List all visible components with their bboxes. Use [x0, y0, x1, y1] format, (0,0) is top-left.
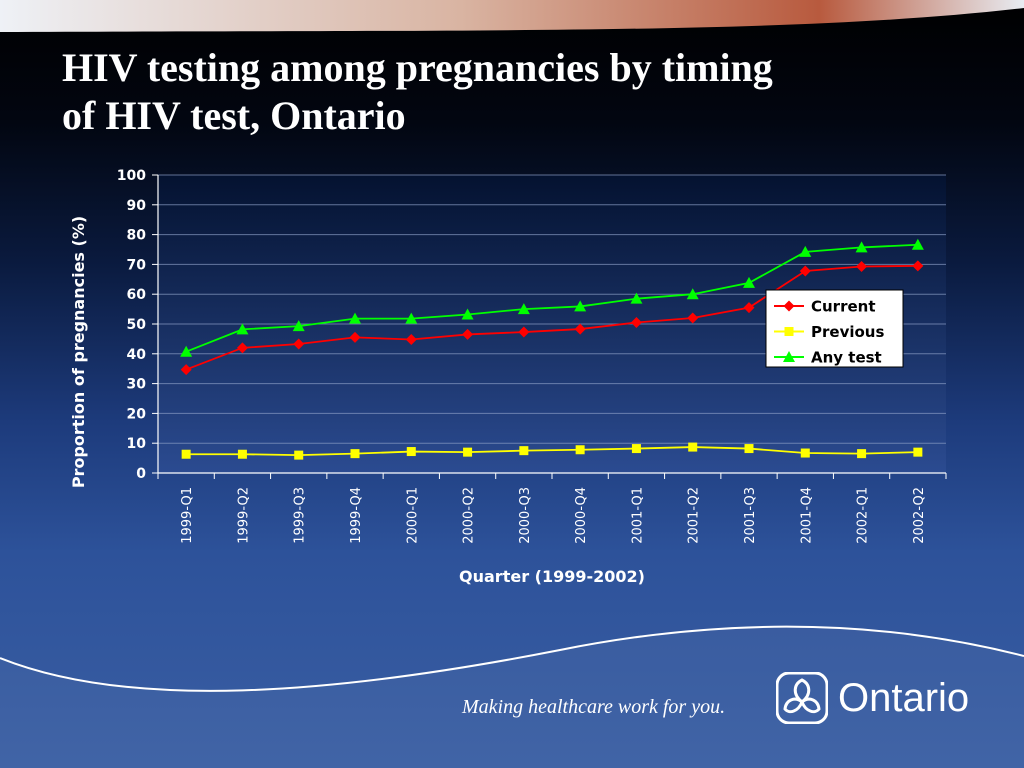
legend: Current Previous Any test [765, 289, 904, 368]
legend-label-any-test: Any test [811, 349, 882, 367]
data-point-any-test [292, 320, 305, 332]
data-point-any-test [686, 288, 699, 300]
data-point-any-test [180, 345, 193, 357]
data-point-previous [631, 444, 641, 454]
trillium-icon [776, 672, 828, 724]
data-point-previous [913, 447, 923, 457]
data-point-current [630, 317, 642, 329]
data-point-current [687, 312, 699, 324]
y-tick-label: 50 [127, 317, 147, 333]
data-point-any-test [349, 312, 361, 324]
data-point-previous [406, 447, 416, 457]
y-tick-label: 100 [117, 168, 146, 184]
title-line-2: of HIV test, Ontario [62, 93, 406, 138]
data-point-any-test [911, 238, 924, 250]
x-tick-label: 2002-Q1 [856, 487, 871, 544]
title-line-1: HIV testing among pregnancies by timing [62, 45, 773, 90]
y-tick-label: 10 [127, 436, 147, 452]
legend-label-previous: Previous [811, 323, 884, 341]
y-tick-label: 60 [127, 287, 147, 303]
x-tick-label: 1999-Q1 [180, 487, 195, 544]
y-tick-label: 0 [136, 466, 146, 482]
legend-label-current: Current [811, 298, 876, 316]
legend-marker-previous [784, 327, 794, 336]
data-point-current [912, 260, 924, 272]
series-line-previous [186, 446, 918, 457]
line-chart: 0 10 20 30 40 50 60 70 80 90 100 1999-Q1 1999-Q2 1999… [69, 168, 946, 586]
data-point-current [236, 342, 248, 354]
data-point-previous [744, 444, 754, 454]
x-tick-label: 1999-Q4 [349, 487, 364, 544]
data-point-any-test [517, 303, 530, 315]
data-point-current [293, 338, 305, 350]
series-line-any-test [185, 243, 918, 353]
series-line-current [185, 264, 918, 371]
data-point-current [856, 260, 868, 272]
x-tick-label: 2000-Q3 [518, 487, 533, 544]
x-tick-label: 2001-Q2 [687, 487, 702, 544]
x-tick-label: 2000-Q4 [574, 487, 589, 544]
data-point-previous [463, 447, 473, 457]
y-tick-label: 90 [127, 198, 147, 214]
data-point-current [743, 302, 755, 314]
x-tick-label: 2000-Q2 [462, 487, 477, 544]
x-tick-label: 2001-Q3 [743, 487, 758, 544]
y-tick-label: 70 [127, 257, 147, 273]
x-axis-label: Quarter (1999-2002) [459, 567, 645, 586]
tagline: Making healthcare work for you. [462, 696, 726, 718]
data-point-previous [350, 449, 360, 459]
x-tick-label: 2000-Q1 [405, 487, 420, 544]
data-point-previous [575, 445, 585, 455]
data-point-previous [857, 449, 867, 459]
footer-wave [0, 625, 1024, 768]
y-tick-label: 30 [127, 377, 147, 393]
x-tick-label: 1999-Q2 [236, 487, 251, 544]
y-tick-label: 20 [127, 406, 147, 422]
data-point-any-test [855, 241, 868, 253]
data-point-current [462, 328, 474, 340]
data-point-any-test [743, 276, 755, 288]
slide-title: HIV testing among pregnancies by timing … [62, 44, 922, 140]
data-point-previous [181, 449, 191, 459]
data-point-previous [237, 449, 247, 459]
data-point-any-test [236, 323, 249, 335]
data-point-current [799, 265, 811, 277]
x-tick-label: 1999-Q3 [293, 487, 308, 544]
data-point-any-test [461, 308, 474, 320]
legend-marker-any-test [783, 351, 795, 362]
y-axis-label: Proportion of pregnancies (%) [69, 216, 88, 488]
x-tick-label: 2001-Q4 [799, 487, 814, 544]
data-point-any-test [799, 245, 812, 257]
data-point-previous [800, 448, 810, 458]
data-point-current [574, 323, 586, 335]
header-decoration [0, 0, 1024, 32]
data-point-any-test [574, 300, 587, 312]
data-point-any-test [630, 292, 643, 304]
data-point-previous [688, 442, 698, 452]
legend-marker-current [783, 300, 795, 312]
x-tick-label: 2001-Q1 [630, 487, 645, 544]
data-point-current [180, 364, 192, 376]
x-tick-label: 2002-Q2 [912, 487, 927, 544]
data-point-previous [294, 450, 304, 460]
y-tick-label: 80 [127, 228, 147, 244]
data-point-current [349, 331, 361, 343]
data-point-current [405, 333, 417, 345]
data-point-current [518, 326, 530, 338]
data-point-any-test [405, 312, 418, 324]
ontario-logo-text: Ontario [838, 676, 970, 720]
data-point-previous [519, 446, 529, 456]
y-tick-label: 40 [127, 347, 147, 363]
